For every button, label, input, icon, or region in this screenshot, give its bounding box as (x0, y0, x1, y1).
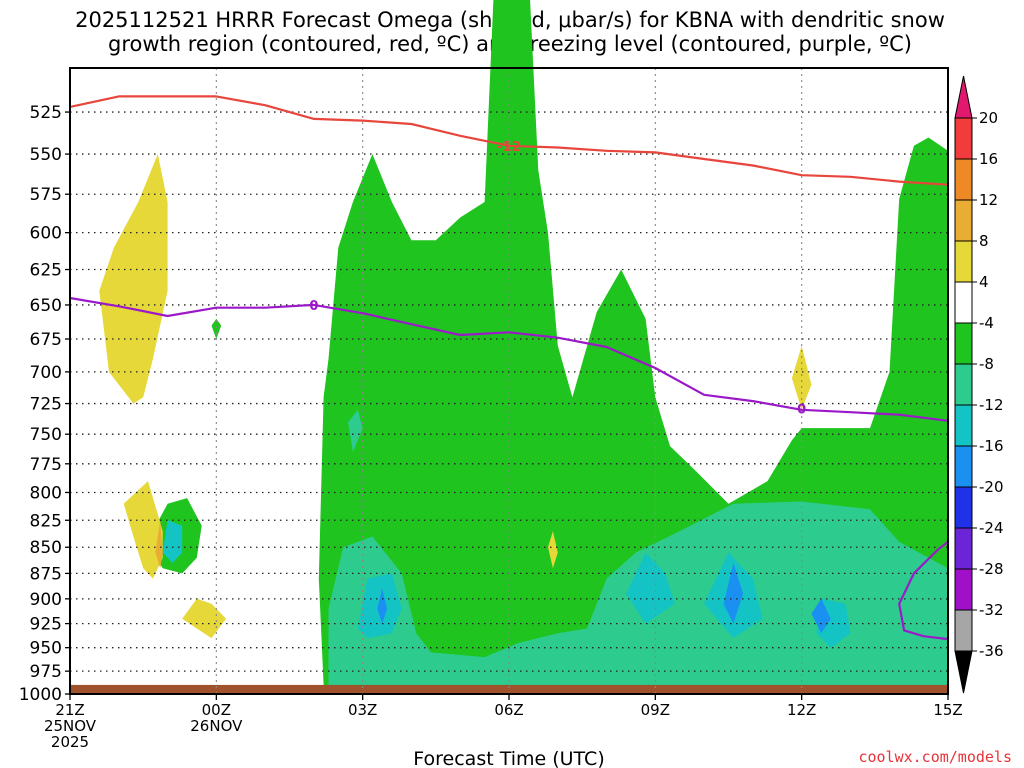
x-tick-label: 2025 (51, 733, 89, 751)
colorbar-band (954, 199, 973, 242)
y-tick-label: 600 (30, 224, 62, 244)
contour-label-2: 0 (797, 403, 806, 418)
y-tick-label: 625 (30, 261, 62, 281)
colorbar-band (954, 117, 973, 160)
y-tick-label: 925 (30, 615, 62, 635)
colorbar-label: 4 (979, 273, 989, 291)
colorbar-label: -8 (979, 355, 994, 373)
contour-line-2 (898, 541, 949, 641)
y-tick-label: 525 (30, 103, 62, 123)
y-tick-label: 700 (30, 363, 62, 383)
x-tick-label: 06Z (494, 701, 523, 719)
colorbar-band (954, 281, 973, 324)
x-tick-label: 26NOV (190, 717, 243, 735)
x-tick-label: 12Z (787, 701, 816, 719)
omega-region-11 (723, 563, 744, 624)
omega-region-14 (182, 598, 227, 639)
y-tick-label: 850 (30, 538, 62, 558)
contour-line-0 (69, 95, 949, 186)
y-tick-label: 800 (30, 483, 62, 503)
colorbar-label: -28 (979, 560, 1004, 578)
colorbar-band (954, 445, 973, 488)
contour-line-1 (69, 296, 949, 422)
x-tick-label: 00Z (202, 701, 231, 719)
omega-region-17 (548, 531, 558, 569)
colorbar-band (954, 404, 973, 447)
shaded-regions (99, 0, 948, 694)
colorbar-label: 16 (979, 150, 998, 168)
colorbar-top-arrow (954, 75, 973, 119)
y-tick-label: 950 (30, 639, 62, 659)
colorbar-bottom-arrow (954, 650, 973, 694)
colorbar-label: 8 (979, 232, 989, 250)
y-tick-label: 1000 (19, 685, 62, 705)
colorbar-label: -16 (979, 437, 1004, 455)
omega-region-1 (211, 318, 222, 339)
colorbar: 20 16 12 8 4 -4 -8 -12 -16 -20 -24 -28 -32 -36 (954, 75, 1004, 694)
contour-label-0: -12 (497, 140, 521, 155)
colorbar-band (954, 240, 973, 283)
y-tick-label: 650 (30, 296, 62, 316)
colorbar-label: -12 (979, 396, 1004, 414)
y-tick-label: 825 (30, 511, 62, 531)
colorbar-band (954, 363, 973, 406)
omega-region-9 (162, 520, 183, 563)
colorbar-band (954, 527, 973, 570)
colorbar-band (954, 322, 973, 365)
colorbar-label: -20 (979, 478, 1004, 496)
omega-region-13 (99, 154, 168, 404)
colorbar-label: 12 (979, 191, 998, 209)
y-tick-label: 875 (30, 564, 62, 584)
y-tick-label: 575 (30, 185, 62, 205)
colorbar-band (954, 486, 973, 529)
omega-region-12 (811, 598, 831, 634)
x-tick-label: 03Z (348, 701, 377, 719)
colorbar-label: -4 (979, 314, 994, 332)
colorbar-label: -32 (979, 601, 1004, 619)
colorbar-label: -36 (979, 642, 1004, 660)
x-tick-label: 21Z (55, 701, 84, 719)
x-tick-label: 09Z (641, 701, 670, 719)
colorbar-label: -24 (979, 519, 1004, 537)
omega-region-6 (626, 552, 675, 624)
omega-region-16 (791, 345, 812, 410)
colorbar-band (954, 158, 973, 201)
ground-layer (70, 684, 948, 695)
omega-region-10 (377, 588, 388, 624)
y-tick-label: 750 (30, 425, 62, 445)
contour-lines: -12 0 0 (69, 95, 949, 641)
x-tick-label: 15Z (933, 701, 962, 719)
omega-region-4 (348, 409, 363, 453)
x-tick-label: 25NOV (44, 717, 97, 735)
y-tick-label: 975 (30, 662, 62, 682)
omega-region-18 (155, 520, 163, 569)
y-tick-label: 725 (30, 395, 62, 415)
y-tick-label: 550 (30, 145, 62, 165)
y-tick-label: 900 (30, 590, 62, 610)
ground-bar (70, 684, 948, 695)
colorbar-label: 20 (979, 109, 998, 127)
contour-label-1: 0 (309, 299, 318, 314)
x-axis-label: Forecast Time (UTC) (413, 748, 604, 768)
y-tick-label: 675 (30, 330, 62, 350)
y-axis-ticks: 525 550 575 600 625 650 675 700 725 750 775 800 825 8… (19, 103, 70, 705)
omega-region-15 (123, 481, 163, 579)
y-tick-label: 775 (30, 455, 62, 475)
colorbar-band (954, 609, 973, 652)
colorbar-band (954, 568, 973, 611)
credit-link[interactable]: coolwx.com/models (858, 748, 1012, 766)
